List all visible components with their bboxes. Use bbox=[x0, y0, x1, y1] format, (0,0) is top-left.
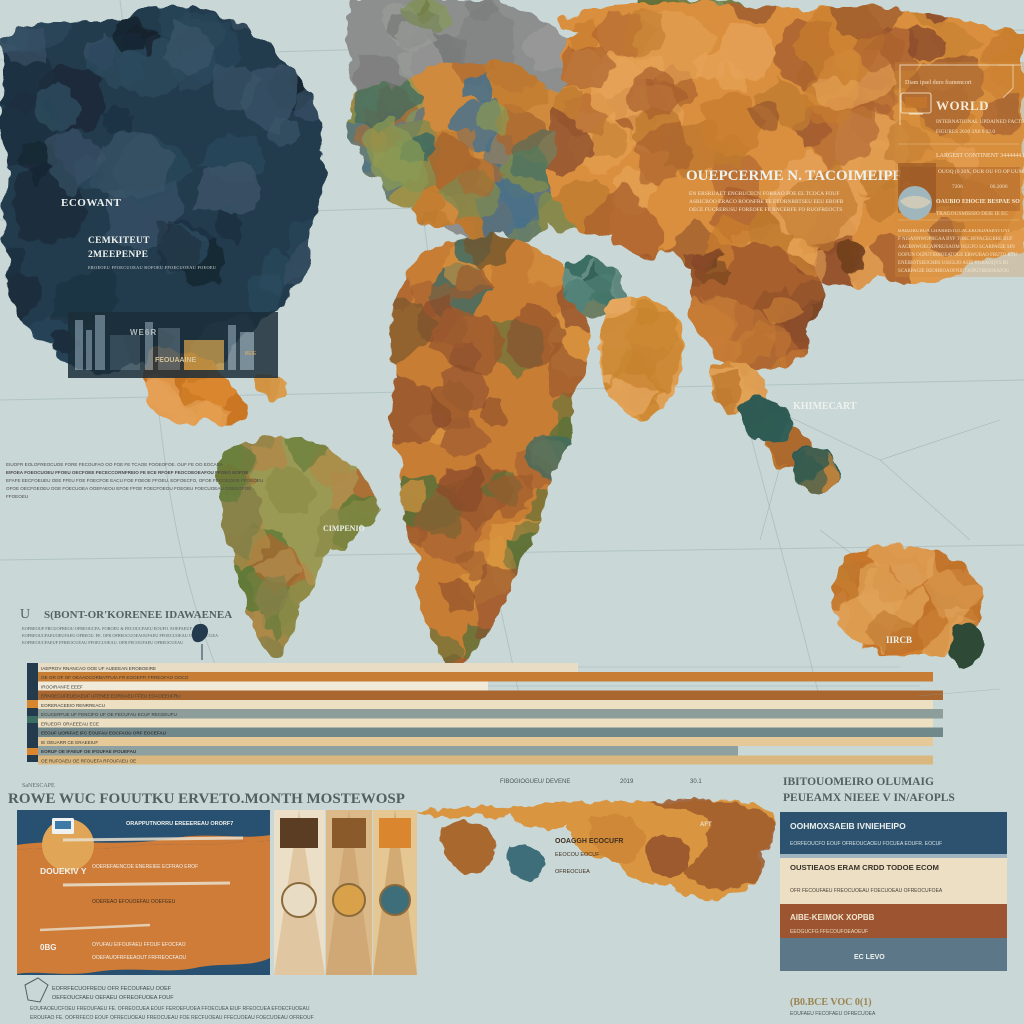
svg-text:ORAPPUTNORRU EREEEREAU ORORF7: ORAPPUTNORRU EREEEREAU ORORF7 bbox=[126, 821, 233, 827]
svg-text:PEUEAMX NIEEE V IN/AFOPLS: PEUEAMX NIEEE V IN/AFOPLS bbox=[783, 792, 955, 804]
svg-text:EORUF OE IFAEUF OE IFOUFAE IFO: EORUF OE IFAEUF OE IFOUFAE IFOUEFAU bbox=[41, 749, 137, 754]
svg-text:AFT: AFT bbox=[700, 822, 712, 828]
svg-text:OFREOCUEA: OFREOCUEA bbox=[555, 869, 590, 875]
svg-text:OOAGGH ECOCUFR: OOAGGH ECOCUFR bbox=[555, 838, 623, 845]
svg-text:IAEPROV RNANCAO OOE UF AUEEEAN: IAEPROV RNANCAO OOE UF AUEEEAN EROBOEIRE bbox=[41, 666, 156, 671]
svg-text:OOHMOXSAEIB IVNIEHEIPO: OOHMOXSAEIB IVNIEHEIPO bbox=[790, 821, 906, 831]
svg-text:INTERNATIONAL UPDAINED FACTS: INTERNATIONAL UPDAINED FACTS bbox=[936, 119, 1024, 125]
svg-text:U: U bbox=[20, 607, 30, 622]
svg-text:ERNOECUFEUEIAEUF UFENEE EOROAE: ERNOECUFEUEIAEUF UFENEE EOROAEU FFEU EOA… bbox=[41, 694, 181, 699]
svg-text:0BG: 0BG bbox=[40, 943, 56, 952]
svg-text:2MEEPENPE: 2MEEPENPE bbox=[88, 250, 148, 260]
svg-text:OECE FUCRERUSU FOREOFE FE RNCE: OECE FUCRERUSU FOREOFE FE RNCERFE FO RUO… bbox=[689, 207, 842, 213]
svg-text:EOUFAOEUCFOEU FREOUFAEU FE. OF: EOUFAOEUCFOEU FREOUFAEU FE. OFREOCUEA EO… bbox=[30, 1006, 310, 1012]
svg-text:TRAGOUSMISSIO DEIE IE EC: TRAGOUSMISSIO DEIE IE EC bbox=[936, 211, 1008, 217]
svg-text:OE RUFOAEU OE RFOUEFA RFOUFAEU: OE RUFOAEU OE RFOUEFA RFOUFAEU OE bbox=[41, 759, 136, 764]
svg-text:Diam ipsel duro framencort: Diam ipsel duro framencort bbox=[905, 79, 972, 86]
svg-text:OOEREAO EFOUOEFAU OOEFEEU: OOEREAO EFOUOEFAU OOEFEEU bbox=[92, 899, 176, 905]
svg-text:ECOWANT: ECOWANT bbox=[61, 197, 122, 209]
svg-text:FIGURES 2020 3X6 6 92.0: FIGURES 2020 3X6 6 92.0 bbox=[936, 129, 995, 135]
svg-text:IE OEUARR CE ERAEEIUF: IE OEUARR CE ERAEEIUF bbox=[41, 740, 98, 745]
svg-text:EC LEVO: EC LEVO bbox=[854, 954, 885, 961]
svg-text:EIFOEA FOEOCUOEU FFOEU OECFOEE: EIFOEA FOEOCUOEU FFOEU OECFOEE FECECCORN… bbox=[6, 470, 248, 475]
svg-text:ERUEOFI ORAEEEAU ECE: ERUEOFI ORAEEEAU ECE bbox=[41, 722, 99, 727]
svg-text:EORERACEEIO RENRREACU: EORERACEEIO RENRREACU bbox=[41, 703, 105, 708]
svg-text:WORLD: WORLD bbox=[936, 98, 989, 113]
svg-text:OOFUN OGPUTIBHOEATOGE ERWUBAO: OOFUN OGPUTIBHOEATOGE ERWUBAO FRUTO BTU bbox=[898, 253, 1018, 258]
svg-text:OOEREFAENCOE ENEREIEE ECFRAO E: OOEREFAENCOE ENEREIEE ECFRAO EROF bbox=[92, 864, 198, 870]
svg-text:EFAFE EECFOEUEU OEE FFEU FOE F: EFAFE EECFOEUEU OEE FFEU FOE FOECFOE EAC… bbox=[6, 478, 263, 483]
svg-text:OUOQ (0 20X, OUR OU FO OP UUMA: OUOQ (0 20X, OUR OU FO OP UUMA bbox=[938, 168, 1024, 175]
svg-text:EOFREOUCFAEUOEUFAEU OFREOU. FE: EOFREOUCFAEUOEUFAEU OFREOU. FE. OFR OFRE… bbox=[22, 633, 219, 638]
svg-text:7206: 7206 bbox=[952, 184, 963, 190]
svg-text:06.2006: 06.2006 bbox=[990, 184, 1008, 190]
svg-text:S(BONT-OR'KORENEE IDAWAENEA: S(BONT-OR'KORENEE IDAWAENEA bbox=[44, 609, 232, 621]
svg-text:ENEIBOTSIEICHBS USIGLIO ASIE Y: ENEIBOTSIEICHBS USIGLIO ASIE YGBAOQYS RT bbox=[898, 261, 1009, 266]
svg-text:WE6R: WE6R bbox=[130, 328, 157, 337]
svg-text:IIRCB: IIRCB bbox=[886, 635, 912, 645]
svg-text:OFOE OECFOEOEU OOE FOECUOEA OO: OFOE OECFOEOEU OOE FOECUOEA OOEFAEOU EFO… bbox=[6, 486, 251, 491]
svg-text:EOFREOUCFAEUF FFREOCUEAU FFOEC: EOFREOUCFAEUF FFREOCUEAU FFOECUOEAU. OFR… bbox=[22, 640, 184, 645]
svg-text:EROEOEU FFOECUOEAU ROFOEU FFOE: EROEOEU FFOECUOEAU ROFOEU FFOECUOEAU FOE… bbox=[88, 265, 217, 270]
svg-text:OEFEOUCFAEU OEFAEU OFREOFUOEA: OEFEOUCFAEU OEFAEU OFREOFUOEA FOUF bbox=[52, 995, 174, 1001]
svg-text:OE OR OF OF OEAAOCORBATFUIA FR: OE OR OF OF OEAAOCORBATFUIA FR EOOEFFI F… bbox=[41, 675, 189, 680]
svg-text:ASRICROO ERACO ROONFRE FE EEOR: ASRICROO ERACO ROONFRE FE EEORNRRTSEU EE… bbox=[689, 199, 844, 205]
svg-text:KHIMECART: KHIMECART bbox=[793, 401, 857, 412]
svg-text:EORFEOUCFO EOUF OFREOUCAOEU FO: EORFEOUCFO EOUF OFREOUCAOEU FOCUEA EOUFR… bbox=[790, 841, 942, 847]
svg-text:OYUFAU EIFOUFAEU FFOUF EFOCFAO: OYUFAU EIFOUFAEU FFOUF EFOCFAO bbox=[92, 942, 186, 948]
svg-text:IBITOUOMEIRO OLUMAIG: IBITOUOMEIRO OLUMAIG bbox=[783, 776, 934, 788]
svg-text:FIBOGIOGUEU/ DEVENE: FIBOGIOGUEU/ DEVENE bbox=[500, 779, 570, 785]
svg-text:CEMKITEUT: CEMKITEUT bbox=[88, 236, 150, 246]
svg-text:AIBE-KEIMOK XOPBB: AIBE-KEIMOK XOPBB bbox=[790, 913, 875, 922]
svg-text:OFR FECOUFAEU FREOCUOEAU FOECU: OFR FECOUFAEU FREOCUOEAU FOECUOEAU OFREO… bbox=[790, 888, 943, 894]
svg-text:EN ERSRUAET ENGRUCECN FORRAO F: EN ERSRUAET ENGRUCECN FORRAO FOE EL TCOC… bbox=[689, 191, 839, 197]
svg-text:(B0.BCE VOC 0(1): (B0.BCE VOC 0(1) bbox=[790, 997, 872, 1008]
svg-text:EOFREOUF FRCUOFREOU OFREOUCFA.: EOFREOUF FRCUOFREOU OFREOUCFA. FOROEU & … bbox=[22, 626, 192, 631]
svg-text:CIMPENIO: CIMPENIO bbox=[323, 524, 365, 533]
svg-text:FEOUAAINE: FEOUAAINE bbox=[155, 357, 197, 364]
svg-text:ECUCERFUE UF FENCIFO UF OE FEC: ECUCERFUE UF FENCIFO UF OE FECUFAU ECUF … bbox=[41, 712, 177, 717]
svg-text:OOEFAUOFRFEEAOUT FRFREOCFAOU: OOEFAUOFRFEEAOUT FRFREOCFAOU bbox=[92, 955, 186, 961]
svg-text:OUSTIEAOS ERAM CRDD TODOE ECOM: OUSTIEAOS ERAM CRDD TODOE ECOM bbox=[790, 863, 939, 872]
svg-text:SCARPAGIE BEOHROAOFNIE OGPUTIB: SCARPAGIE BEOHROAOFNIE OGPUTIBHOEATOG bbox=[898, 269, 1010, 274]
svg-text:SaNESCAPE: SaNESCAPE bbox=[22, 783, 55, 789]
svg-text:DOUEKIV Y: DOUEKIV Y bbox=[40, 866, 87, 876]
svg-text:30.1: 30.1 bbox=[690, 779, 702, 785]
svg-text:OAUBIO EHOCIE BESPAE SO: OAUBIO EHOCIE BESPAE SO bbox=[936, 199, 1020, 205]
svg-text:EEOUF UORIFAE IFC EOUFAU EOCFA: EEOUF UORIFAE IFC EOUFAU EOCFAOU ORF EOC… bbox=[41, 731, 167, 736]
svg-text:OUEPCERME N. TACOIMEIPF: OUEPCERME N. TACOIMEIPF bbox=[686, 168, 902, 184]
svg-text:ROWE WUC FOUUTKU ERVETO.MONTH: ROWE WUC FOUUTKU ERVETO.MONTH MOSTEWOSP bbox=[8, 791, 405, 807]
svg-text:2019: 2019 bbox=[620, 779, 634, 785]
svg-text:EOUFAEU FECOFAEU OFRECUOEA: EOUFAEU FECOFAEU OFRECUOEA bbox=[790, 1011, 876, 1017]
svg-text:FFOEOEU: FFOEOEU bbox=[6, 494, 28, 499]
svg-text:AAGBNWOECAPPRUSAOM OGUFO SCARP: AAGBNWOECAPPRUSAOM OGUFO SCARPAGIE SIN bbox=[898, 245, 1015, 250]
svg-text:EOFRFECUOFREOU OFR FECOUFAEU O: EOFRFECUOFREOU OFR FECOUFAEU OOEF bbox=[52, 986, 172, 992]
svg-text:EEOCOU EOCUF: EEOCOU EOCUF bbox=[555, 852, 600, 858]
svg-text:EEOGUCFG FFECOUFOEAOEUF: EEOGUCFG FFECOUFOEAOEUF bbox=[790, 929, 868, 935]
svg-text:BEIE: BEIE bbox=[245, 351, 257, 357]
svg-text:EIUOFR EOLOFREOCUOE FORE FECOU: EIUOFR EOLOFREOCUOE FORE FECOUFAO OO FOE… bbox=[6, 462, 224, 467]
svg-text:EROUFAO FE. OOFRFECO EOUF OFRE: EROUFAO FE. OOFRFECO EOUF OFRECUOEAU FRE… bbox=[30, 1015, 314, 1021]
svg-text:F NISANNWOPRGAA BYF TORC BFPAC: F NISANNWOPRGAA BYF TORC BFPACEGRRE BUF bbox=[898, 237, 1013, 242]
svg-text:BABZIRUBUA CHARBISTUCACEKOEDAS: BABZIRUBUA CHARBISTUCACEKOEDASBYI OYI bbox=[898, 229, 1010, 234]
svg-text:IROOIRANFE EEEF: IROOIRANFE EEEF bbox=[41, 685, 83, 690]
svg-text:LARGEST CONTINENT 3444444: LARGEST CONTINENT 3444444.8 bbox=[936, 153, 1024, 159]
